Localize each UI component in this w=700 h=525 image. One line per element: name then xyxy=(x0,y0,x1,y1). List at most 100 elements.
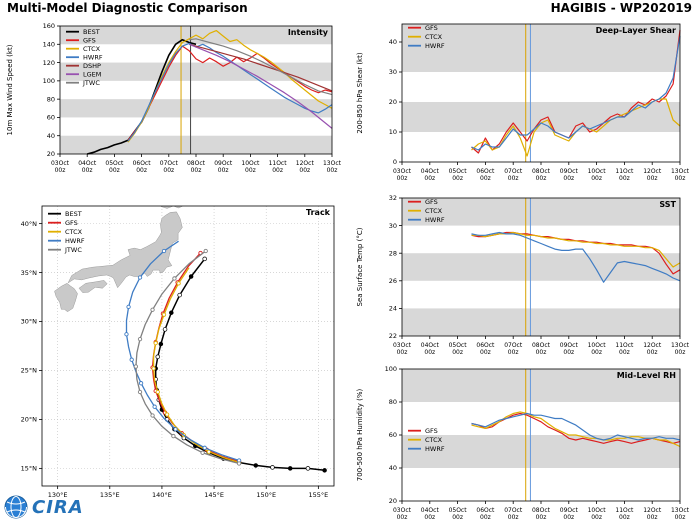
sst-series-hwrf xyxy=(471,231,681,283)
svg-text:40: 40 xyxy=(389,38,397,46)
svg-text:00z: 00z xyxy=(591,349,602,356)
svg-text:00z: 00z xyxy=(452,175,463,182)
svg-text:130°E: 130°E xyxy=(48,491,68,499)
svg-text:30: 30 xyxy=(389,222,397,230)
svg-text:07Oct: 07Oct xyxy=(504,342,523,349)
svg-text:20: 20 xyxy=(389,98,397,106)
svg-text:140: 140 xyxy=(43,40,55,48)
svg-text:20: 20 xyxy=(47,150,55,158)
svg-text:GFS: GFS xyxy=(425,24,438,32)
figure-title: Multi-Model Diagnostic Comparison xyxy=(7,1,248,15)
svg-text:04Oct: 04Oct xyxy=(421,507,440,514)
svg-text:155°E: 155°E xyxy=(308,491,328,499)
svg-text:06Oct: 06Oct xyxy=(133,160,152,167)
svg-text:09Oct: 09Oct xyxy=(214,160,233,167)
svg-text:09Oct: 09Oct xyxy=(560,168,579,175)
svg-text:06Oct: 06Oct xyxy=(476,342,495,349)
svg-text:13Oct: 13Oct xyxy=(323,160,342,167)
shear-chart: Deep-Layer Shear01020304003Oct00z04Oct00… xyxy=(356,23,690,182)
storm-title: HAGIBIS - WP202019 xyxy=(550,1,692,15)
svg-text:HWRF: HWRF xyxy=(425,42,445,50)
svg-text:DSHP: DSHP xyxy=(83,62,101,70)
svg-text:CTCX: CTCX xyxy=(425,436,443,444)
svg-text:08Oct: 08Oct xyxy=(532,507,551,514)
panel-title-track: Track xyxy=(306,208,331,217)
svg-text:25°N: 25°N xyxy=(21,367,38,375)
intensity-series-hwrf xyxy=(127,42,333,142)
svg-text:00z: 00z xyxy=(480,175,491,182)
svg-text:00z: 00z xyxy=(619,175,630,182)
svg-text:10: 10 xyxy=(389,128,397,136)
svg-text:80: 80 xyxy=(47,95,55,103)
svg-text:03Oct: 03Oct xyxy=(393,507,412,514)
svg-text:11Oct: 11Oct xyxy=(269,160,288,167)
cira-globe-icon xyxy=(4,495,28,519)
track-line-best xyxy=(154,258,325,472)
y-axis-label-intensity: 10m Max Wind Speed (kt) xyxy=(6,44,14,135)
svg-text:00z: 00z xyxy=(397,349,408,356)
svg-text:HWRF: HWRF xyxy=(83,54,103,62)
svg-text:00z: 00z xyxy=(82,167,93,174)
svg-text:20°N: 20°N xyxy=(21,416,38,424)
rh-chart: Mid-Level RH2040608010003Oct00z04Oct00z0… xyxy=(356,365,690,521)
svg-text:LGEM: LGEM xyxy=(83,71,101,79)
svg-text:11Oct: 11Oct xyxy=(615,507,634,514)
landmass xyxy=(160,206,184,209)
svg-text:135°E: 135°E xyxy=(100,491,120,499)
svg-text:07Oct: 07Oct xyxy=(504,168,523,175)
svg-text:GFS: GFS xyxy=(425,427,438,435)
svg-text:0: 0 xyxy=(393,158,397,166)
svg-text:CTCX: CTCX xyxy=(83,45,101,53)
svg-text:00z: 00z xyxy=(327,167,338,174)
y-axis-label-sst: Sea Surface Temp (°C) xyxy=(356,227,364,306)
intensity-series-ctcx xyxy=(127,30,333,143)
svg-text:05Oct: 05Oct xyxy=(449,507,468,514)
sst-chart: SST22242628303203Oct00z04Oct00z05Oct00z0… xyxy=(356,194,690,356)
svg-text:00z: 00z xyxy=(452,514,463,521)
svg-text:150°E: 150°E xyxy=(256,491,276,499)
svg-text:30: 30 xyxy=(389,68,397,76)
svg-text:08Oct: 08Oct xyxy=(187,160,206,167)
svg-text:00z: 00z xyxy=(424,514,435,521)
svg-text:24: 24 xyxy=(389,305,397,313)
track-line-jtwc xyxy=(135,250,240,465)
svg-text:00z: 00z xyxy=(647,349,658,356)
y-axis-label-shear: 200-850 hPa Shear (kt) xyxy=(356,52,364,133)
track-line-ctcx xyxy=(152,267,240,464)
panel-title-intensity: Intensity xyxy=(288,28,329,37)
svg-text:JTWC: JTWC xyxy=(64,246,82,254)
svg-text:08Oct: 08Oct xyxy=(532,342,551,349)
svg-text:11Oct: 11Oct xyxy=(615,342,634,349)
svg-text:00z: 00z xyxy=(136,167,147,174)
svg-text:12Oct: 12Oct xyxy=(643,342,662,349)
svg-text:80: 80 xyxy=(389,398,397,406)
rh-series-hwrf xyxy=(471,412,681,441)
y-axis-label-rh: 700-500 hPa Humidity (%) xyxy=(356,389,364,482)
svg-text:10Oct: 10Oct xyxy=(588,507,607,514)
svg-text:00z: 00z xyxy=(508,514,519,521)
svg-text:00z: 00z xyxy=(647,175,658,182)
svg-text:12Oct: 12Oct xyxy=(643,507,662,514)
svg-text:60: 60 xyxy=(389,431,397,439)
svg-text:145°E: 145°E xyxy=(204,491,224,499)
svg-text:04Oct: 04Oct xyxy=(421,168,440,175)
svg-text:00z: 00z xyxy=(480,349,491,356)
svg-text:08Oct: 08Oct xyxy=(532,168,551,175)
svg-text:100: 100 xyxy=(385,365,397,373)
svg-text:00z: 00z xyxy=(508,175,519,182)
svg-text:40: 40 xyxy=(47,132,55,140)
svg-text:00z: 00z xyxy=(191,167,202,174)
svg-text:00z: 00z xyxy=(55,167,66,174)
svg-text:00z: 00z xyxy=(508,349,519,356)
track-chart: Track 130°E 135°E 140°E 145°E 150°E 155°E 15°N 2… xyxy=(21,205,335,499)
svg-text:GFS: GFS xyxy=(425,198,438,206)
svg-text:32: 32 xyxy=(389,194,397,202)
svg-text:00z: 00z xyxy=(272,167,283,174)
svg-text:00z: 00z xyxy=(218,167,229,174)
svg-text:06Oct: 06Oct xyxy=(476,507,495,514)
svg-text:00z: 00z xyxy=(619,349,630,356)
svg-text:HWRF: HWRF xyxy=(425,216,445,224)
svg-text:00z: 00z xyxy=(675,514,686,521)
svg-text:120: 120 xyxy=(43,59,55,67)
svg-text:04Oct: 04Oct xyxy=(78,160,97,167)
